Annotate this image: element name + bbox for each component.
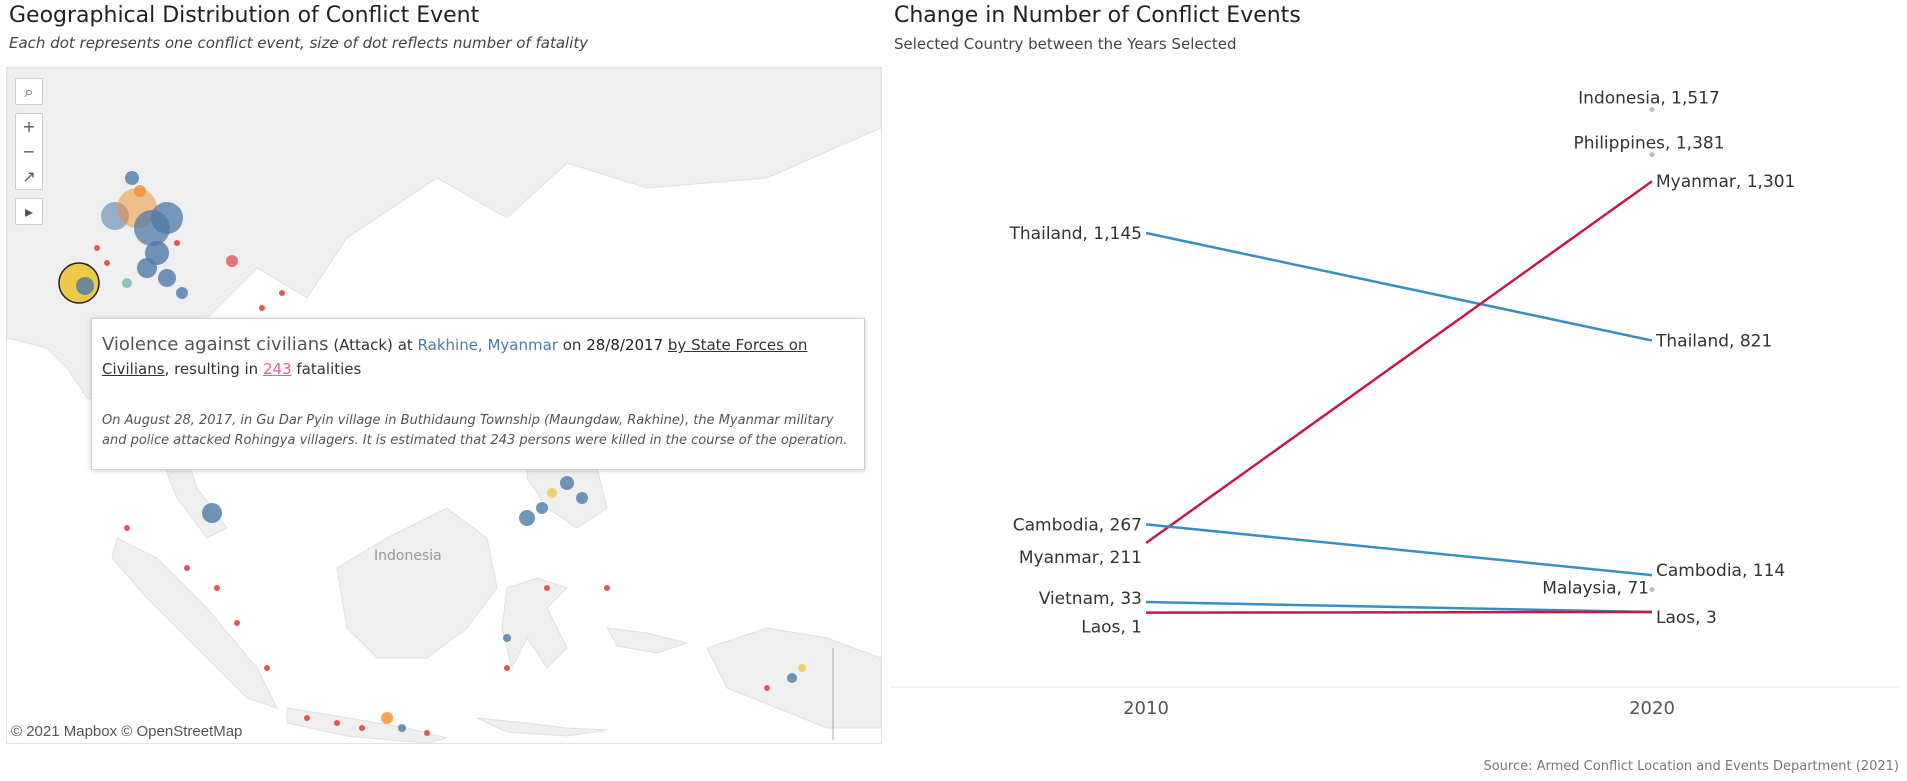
event-dots xyxy=(58,171,806,736)
event-dot[interactable] xyxy=(76,277,94,295)
chart-title: Change in Number of Conflict Events xyxy=(894,3,1301,28)
source-note: Source: Armed Conflict Location and Even… xyxy=(1483,759,1899,774)
event-dot[interactable] xyxy=(226,255,238,267)
label-2020-thailand: Thailand, 821 xyxy=(1655,332,1772,352)
tooltip-at: at xyxy=(397,336,413,354)
event-dot[interactable] xyxy=(304,715,310,721)
label-2010-myanmar: Myanmar, 211 xyxy=(1019,548,1142,568)
zoom-out-button[interactable]: − xyxy=(22,142,36,161)
tooltip-date: 28/8/2017 xyxy=(586,336,664,354)
x-tick-label-2020: 2020 xyxy=(1629,698,1675,719)
event-dot[interactable] xyxy=(122,278,132,288)
event-dot[interactable] xyxy=(787,673,797,683)
event-dot[interactable] xyxy=(125,171,139,185)
event-dot[interactable] xyxy=(334,720,340,726)
event-dot[interactable] xyxy=(158,269,176,287)
label-2020-myanmar: Myanmar, 1,301 xyxy=(1656,172,1795,192)
event-dot[interactable] xyxy=(214,585,220,591)
event-dot[interactable] xyxy=(259,305,265,311)
series-point-indonesia[interactable] xyxy=(1649,107,1655,113)
expand-icon[interactable]: ▸ xyxy=(24,202,34,221)
x-tick-label-2010: 2010 xyxy=(1123,698,1169,719)
event-dot[interactable] xyxy=(764,685,770,691)
event-dot[interactable] xyxy=(536,502,548,514)
event-dot[interactable] xyxy=(359,725,365,731)
event-dot[interactable] xyxy=(264,665,270,671)
event-dot[interactable] xyxy=(503,634,511,642)
tooltip-note: On August 28, 2017, in Gu Dar Pyin villa… xyxy=(102,413,848,448)
event-dot[interactable] xyxy=(381,712,393,724)
event-dot[interactable] xyxy=(134,185,146,197)
tooltip-fatalities-suffix: fatalities xyxy=(296,360,362,378)
event-dot[interactable] xyxy=(560,476,574,490)
label-2020-philippines: Philippines, 1,381 xyxy=(1573,134,1724,154)
series-point-malaysia[interactable] xyxy=(1649,586,1655,592)
tooltip-actor[interactable]: by State Forces on Civilians xyxy=(102,336,808,378)
tooltip-location: Rakhine, Myanmar xyxy=(417,336,558,354)
event-dot[interactable] xyxy=(151,202,183,234)
map-subtitle: Each dot represents one conflict event, … xyxy=(9,34,589,52)
event-dot[interactable] xyxy=(184,565,190,571)
series-line-laos[interactable] xyxy=(1145,610,1653,614)
pin-icon[interactable]: ↗ xyxy=(22,167,36,186)
series-line-myanmar[interactable] xyxy=(1145,180,1653,544)
tooltip-resulting: , resulting in xyxy=(164,360,259,378)
series-line-cambodia[interactable] xyxy=(1145,523,1653,577)
map-title: Geographical Distribution of Conflict Ev… xyxy=(9,3,480,28)
label-2020-indonesia: Indonesia, 1,517 xyxy=(1578,89,1720,109)
event-dot[interactable] xyxy=(202,503,222,523)
event-dot[interactable] xyxy=(544,585,550,591)
event-dot[interactable] xyxy=(137,258,157,278)
tooltip-event-type: Violence against civilians xyxy=(102,334,329,355)
event-dot[interactable] xyxy=(398,724,406,732)
event-dot[interactable] xyxy=(279,290,285,296)
tooltip-on: on xyxy=(562,336,582,354)
series-line-vietnam[interactable] xyxy=(1145,600,1653,614)
event-dot[interactable] xyxy=(234,620,240,626)
event-dot[interactable] xyxy=(174,240,180,246)
label-2020-malaysia: Malaysia, 71 xyxy=(1542,578,1649,598)
slope-chart: 2010 2020 Thailand, 1,145 Thailand, 821 Myan… xyxy=(890,89,1900,719)
event-dot[interactable] xyxy=(424,730,430,736)
event-tooltip: Violence against civilians (Attack) at R… xyxy=(91,318,865,470)
event-dot[interactable] xyxy=(124,525,130,531)
zoom-in-button[interactable]: + xyxy=(22,117,36,136)
map-zoom-controls[interactable]: + − ↗ xyxy=(15,113,43,190)
tooltip-sub-type: (Attack) xyxy=(333,336,393,354)
label-2020-laos: Laos, 3 xyxy=(1656,608,1717,628)
map-toolbar-toggle[interactable]: ▸ xyxy=(15,198,43,225)
event-dot[interactable] xyxy=(547,488,557,498)
event-dot[interactable] xyxy=(519,510,535,526)
label-2010-cambodia: Cambodia, 267 xyxy=(1013,515,1142,535)
event-dot[interactable] xyxy=(104,260,110,266)
map-attribution[interactable]: © 2021 Mapbox © OpenStreetMap xyxy=(11,723,243,740)
chart-subtitle: Selected Country between the Years Selec… xyxy=(894,35,1237,53)
event-dot[interactable] xyxy=(576,492,588,504)
label-2010-vietnam: Vietnam, 33 xyxy=(1039,589,1142,609)
event-dot[interactable] xyxy=(504,665,510,671)
map-label-indonesia: Indonesia xyxy=(374,548,442,564)
label-2010-laos: Laos, 1 xyxy=(1081,618,1142,638)
tooltip-summary: Violence against civilians (Attack) at R… xyxy=(102,333,854,381)
event-dot[interactable] xyxy=(176,287,188,299)
series-point-philippines[interactable] xyxy=(1649,152,1655,158)
event-dot[interactable] xyxy=(604,585,610,591)
label-2010-thailand: Thailand, 1,145 xyxy=(1009,224,1142,244)
event-dot[interactable] xyxy=(798,664,806,672)
label-2020-cambodia: Cambodia, 114 xyxy=(1656,561,1785,581)
tooltip-fatalities[interactable]: 243 xyxy=(262,360,292,378)
map-panel[interactable]: ⌕ + − ↗ ▸ Indonesia © 2021 Mapbox © Open… xyxy=(6,67,882,744)
map-search-control[interactable]: ⌕ xyxy=(15,78,43,105)
search-icon[interactable]: ⌕ xyxy=(24,82,34,101)
series-line-thailand[interactable] xyxy=(1145,231,1653,342)
event-dot[interactable] xyxy=(94,245,100,251)
